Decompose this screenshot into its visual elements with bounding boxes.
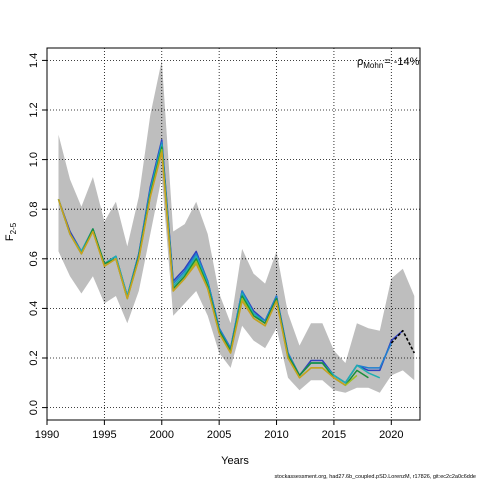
y-tick-label: 0.8 [28,202,40,217]
x-tick-label: 2020 [379,429,403,441]
mohn-rho-symbol: ρ [357,56,363,68]
grid-layer [46,48,420,420]
series-layer [57,139,416,387]
y-tick-label: 1.2 [28,102,40,117]
y-tick-label: 0.0 [28,400,40,415]
confidence-band-layer [58,60,415,393]
y-tick-label: 0.2 [28,350,40,365]
y-axis: 0.0 0.2 0.4 0.6 0.8 1.0 1.2 1.4 [28,53,47,415]
mohn-rho-sub: Mohn [363,61,383,70]
y-tick-label: 1.4 [28,53,40,68]
x-tick-label: 2015 [322,429,346,441]
x-axis-title: Years [221,455,249,467]
plot-frame [46,47,421,421]
y-tick-label: 1.0 [28,152,40,167]
x-tick-label: 2000 [150,429,174,441]
x-tick-label: 1995 [92,429,116,441]
y-axis-title: F2-5 [4,222,18,241]
confidence-band [58,60,415,393]
y-axis-title-main: F [4,234,16,241]
y-axis-title-sub: 2-5 [9,222,18,234]
x-axis: 1990 1995 2000 2005 2010 2015 2020 [35,420,404,441]
x-tick-label: 2010 [264,429,288,441]
y-tick-label: 0.6 [28,251,40,266]
y-tick-label: 0.4 [28,301,40,316]
footer-source: stockassessment.org, had27.6b_coupled.pS… [275,474,477,480]
x-tick-label: 1990 [35,429,59,441]
series-line-6 [57,151,346,386]
series-line-7 [390,329,416,354]
mohn-rho-value: = -14% [384,56,419,68]
mohn-rho-annotation: ρMohn= -14% [357,56,420,70]
x-tick-label: 2005 [207,429,231,441]
